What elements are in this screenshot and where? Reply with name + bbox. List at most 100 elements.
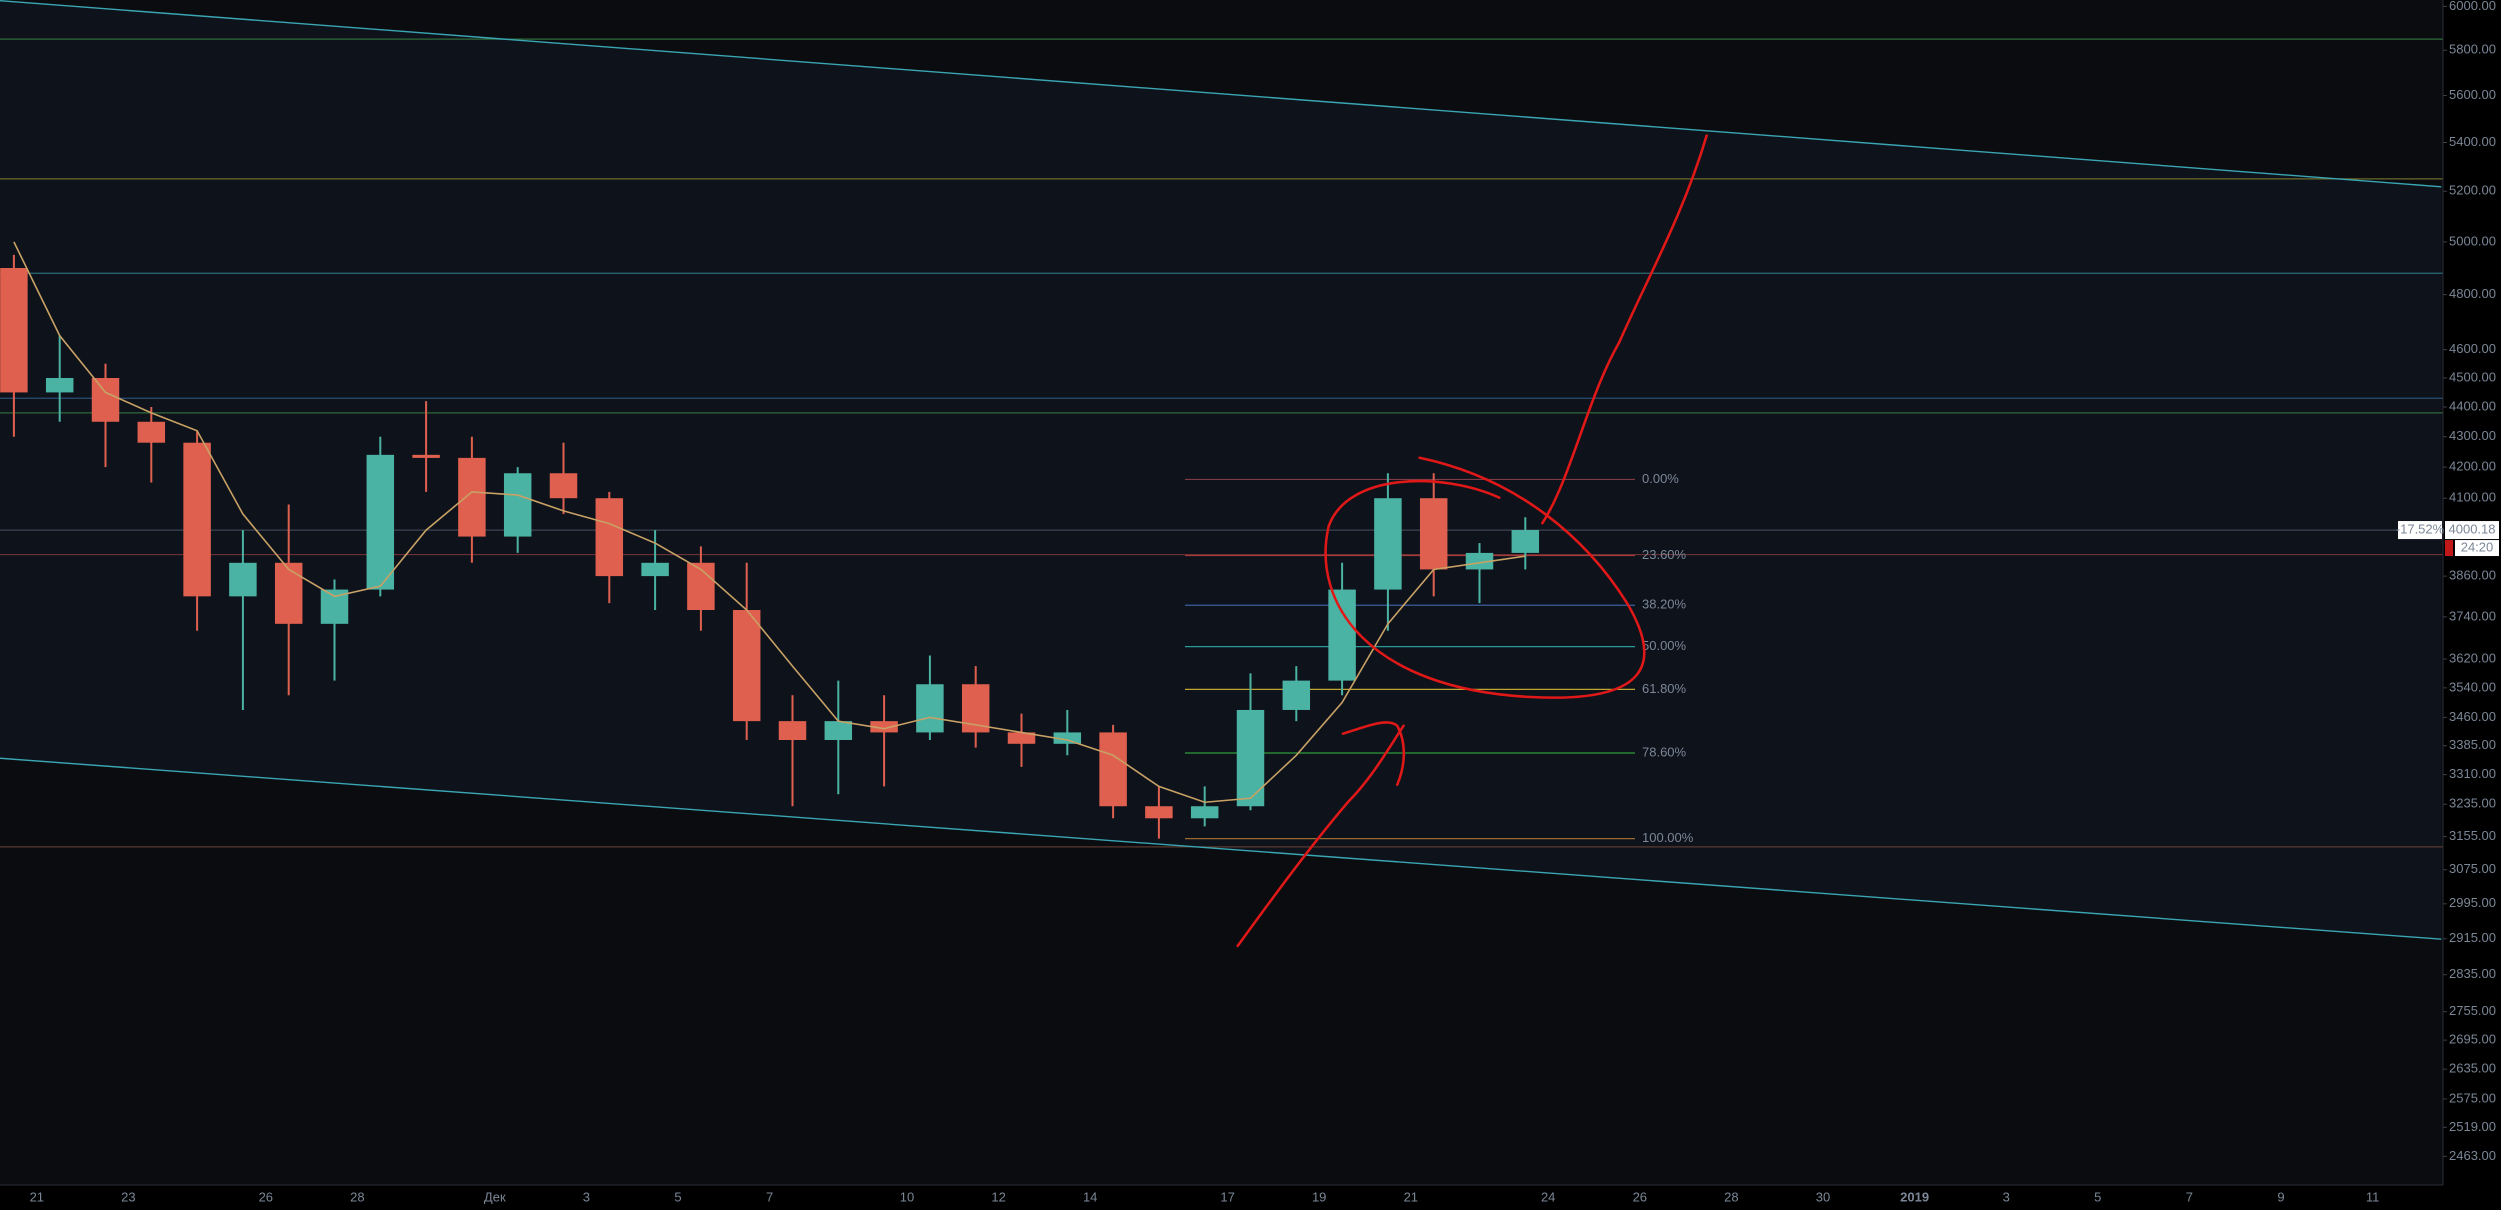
candle-body	[1099, 732, 1127, 807]
y-tick-label: 2695.00	[2449, 1032, 2496, 1047]
countdown: 24:20	[2461, 539, 2494, 554]
y-tick-label: 3620.00	[2449, 650, 2496, 665]
y-tick-label: 3235.00	[2449, 796, 2496, 811]
candle-body	[870, 721, 898, 733]
countdown-tag	[2455, 540, 2499, 557]
data-layer	[0, 241, 1540, 839]
y-tick-label: 2575.00	[2449, 1090, 2496, 1105]
candle-body	[1236, 709, 1265, 807]
y-tick-label: 3460.00	[2449, 709, 2496, 724]
drawn-arrow-bottom	[1236, 724, 1405, 948]
candle-body	[549, 473, 578, 499]
moving-average	[13, 241, 1526, 804]
y-tick-label: 2995.00	[2449, 895, 2496, 910]
y-tick-label: 4600.00	[2449, 341, 2496, 356]
x-tick-label: 3	[583, 1189, 590, 1204]
candle-body	[732, 610, 761, 722]
candle-body	[183, 442, 211, 597]
x-tick-label: 28	[350, 1189, 364, 1204]
x-tick-label: 11	[2366, 1189, 2380, 1204]
drawn-arrow-up	[1541, 134, 1708, 525]
y-tick-label: 2915.00	[2449, 930, 2496, 945]
candle-body	[1282, 680, 1311, 710]
x-tick-label: 7	[2186, 1189, 2193, 1204]
candle-body	[91, 377, 120, 422]
candle-body	[1053, 732, 1082, 744]
candle-body	[1328, 589, 1356, 681]
candle-body	[0, 268, 28, 393]
x-tick-label: 21	[30, 1189, 44, 1204]
y-tick-label: 5400.00	[2449, 134, 2496, 149]
y-tick-label: 2755.00	[2449, 1003, 2496, 1018]
candle-body	[916, 684, 944, 733]
y-tick-label: 3740.00	[2449, 608, 2496, 623]
candle-body	[778, 721, 807, 740]
x-tick-label: 24	[1541, 1189, 1555, 1204]
countdown-marker	[2445, 540, 2453, 557]
candle-body	[1145, 806, 1173, 819]
fib-label: 78.60%	[1642, 744, 1687, 759]
candle-body	[1190, 806, 1219, 819]
y-tick-label: 4100.00	[2449, 490, 2496, 505]
candle-body	[1374, 498, 1402, 590]
y-tick-label: 5200.00	[2449, 183, 2496, 198]
candle-body	[458, 457, 486, 537]
x-tick-label: 9	[2277, 1189, 2284, 1204]
x-tick-label: 26	[259, 1189, 273, 1204]
y-tick-label: 4200.00	[2449, 459, 2496, 474]
y-tick-label: 2835.00	[2449, 966, 2496, 981]
last-price: 4000.18	[2449, 521, 2496, 536]
candle-body	[274, 562, 303, 624]
y-tick-label: 5000.00	[2449, 233, 2496, 248]
x-tick-label: Дек	[484, 1189, 506, 1204]
candle-body	[412, 454, 440, 458]
x-tick-label: 3	[2003, 1189, 2010, 1204]
candle-body	[595, 498, 624, 577]
x-tick-label: 28	[1724, 1189, 1738, 1204]
y-tick-label: 3075.00	[2449, 861, 2496, 876]
fib-label: 100.00%	[1642, 830, 1694, 845]
y-tick-label: 3310.00	[2449, 766, 2496, 781]
x-tick-label: 23	[121, 1189, 135, 1204]
x-tick-label: 5	[674, 1189, 681, 1204]
candle-body	[1511, 530, 1540, 553]
candle-body	[1007, 732, 1036, 744]
change-label: -17.52%	[2396, 521, 2445, 536]
y-tick-label: 4500.00	[2449, 369, 2496, 384]
y-tick-label: 2463.00	[2449, 1148, 2496, 1163]
y-tick-label: 3540.00	[2449, 679, 2496, 694]
axis-layer: 6000.00 5800.00 5600.00 5400.00 5200.00 5000.…	[30, 0, 2499, 1204]
candle-body	[503, 473, 532, 537]
y-tick-label: 3860.00	[2449, 568, 2496, 583]
drawn-arrow-head	[1341, 721, 1406, 787]
drawn-circle	[1324, 456, 1646, 699]
x-tick-label: 14	[1083, 1189, 1097, 1204]
candle-body	[45, 377, 74, 393]
fib-label: 50.00%	[1642, 638, 1687, 653]
candle-body	[1465, 552, 1494, 570]
x-tick-label: 30	[1816, 1189, 1830, 1204]
fib-label: 23.60%	[1642, 547, 1687, 562]
price-axis-background	[2443, 0, 2501, 1210]
x-tick-label: 26	[1633, 1189, 1647, 1204]
channel-fill	[0, 0, 2442, 940]
x-tick-label: 5	[2094, 1189, 2101, 1204]
y-tick-label: 3385.00	[2449, 737, 2496, 752]
x-tick-label: 19	[1312, 1189, 1326, 1204]
y-tick-label: 2519.00	[2449, 1119, 2496, 1134]
y-tick-label: 5800.00	[2449, 42, 2496, 57]
background-layer	[0, 0, 2442, 940]
y-tick-label: 2635.00	[2449, 1061, 2496, 1076]
candle-body	[320, 589, 349, 624]
candle-body	[137, 421, 166, 443]
x-tick-label: 17	[1220, 1189, 1234, 1204]
candle-body	[366, 454, 395, 590]
change-tag	[2398, 521, 2442, 540]
y-tick-label: 3155.00	[2449, 828, 2496, 843]
candle-body	[641, 562, 669, 577]
fib-label: 0.00%	[1642, 471, 1679, 486]
channel-line	[0, 757, 2442, 940]
x-tick-label: 7	[766, 1189, 773, 1204]
